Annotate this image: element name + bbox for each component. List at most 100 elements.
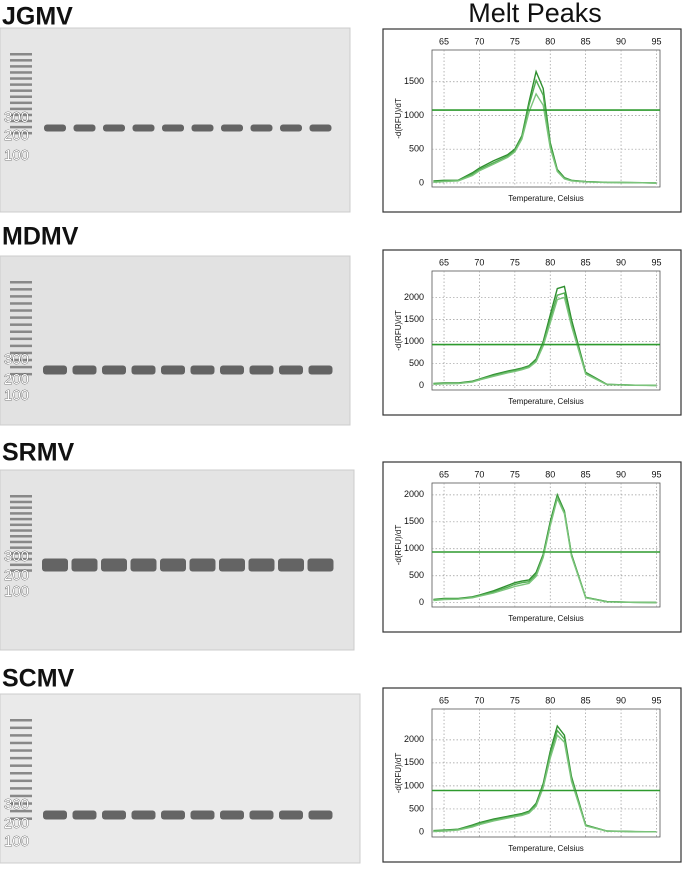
- ladder-label: 200: [4, 371, 29, 388]
- ladder-band: [10, 517, 32, 521]
- x-axis-label: Temperature, Celsius: [508, 194, 584, 203]
- ladder-band: [10, 557, 32, 561]
- ladder-band: [10, 734, 32, 737]
- x-tick-label: 95: [651, 695, 661, 705]
- x-tick-label: 80: [545, 469, 555, 479]
- ladder-band: [10, 358, 32, 362]
- gel-image: [0, 693, 361, 864]
- gel-band: [130, 558, 157, 572]
- x-tick-label: 85: [581, 36, 591, 46]
- ladder-label: 100: [4, 833, 29, 850]
- x-tick-label: 75: [510, 695, 520, 705]
- ladder-band: [10, 309, 32, 312]
- ladder-label: 100: [4, 387, 29, 404]
- plot-area: [431, 708, 661, 838]
- gel-band: [278, 558, 304, 572]
- ladder-band: [10, 569, 32, 572]
- gel-band: [191, 124, 214, 132]
- ladder-band: [10, 77, 32, 80]
- ladder-band: [10, 741, 32, 745]
- x-axis-label: Temperature, Celsius: [508, 397, 584, 406]
- ladder-band: [10, 365, 32, 369]
- ladder-band: [10, 809, 32, 813]
- gel-band: [280, 124, 302, 132]
- ladder-label: 300: [4, 351, 29, 368]
- heading: Melt Peaks: [468, 0, 602, 28]
- ladder-band: [10, 787, 32, 790]
- ladder-label: 200: [4, 567, 29, 584]
- x-tick-label: 80: [545, 695, 555, 705]
- y-tick-label: 500: [409, 803, 424, 813]
- ladder-band: [10, 817, 32, 820]
- ladder-band: [10, 535, 32, 538]
- ladder-band: [10, 131, 32, 135]
- ladder-band: [10, 546, 32, 549]
- ladder-band: [10, 552, 32, 555]
- gel-band: [190, 365, 215, 375]
- ladder-label: 100: [4, 583, 29, 600]
- chart-frame: [382, 687, 682, 863]
- ladder-band: [10, 59, 32, 62]
- gel-band: [220, 365, 244, 375]
- y-tick-label: 1500: [404, 314, 424, 324]
- x-tick-label: 70: [474, 469, 484, 479]
- gel-band: [44, 124, 66, 132]
- gel-band: [162, 124, 184, 132]
- ladder-band: [10, 802, 32, 805]
- gel-band: [279, 365, 303, 375]
- melt-curve: [433, 92, 657, 184]
- ladder-band: [10, 125, 32, 129]
- gel-band: [73, 124, 96, 132]
- gel-title: SCMV: [2, 665, 75, 693]
- x-tick-label: 70: [474, 695, 484, 705]
- ladder-band: [10, 83, 32, 86]
- ladder-band: [10, 719, 32, 722]
- y-tick-label: 500: [409, 144, 424, 154]
- ladder-band: [10, 500, 32, 504]
- ladder-band: [10, 540, 32, 544]
- y-tick-label: 1000: [404, 336, 424, 346]
- gel-band: [250, 124, 273, 132]
- gel-band: [131, 365, 156, 375]
- gel-image: [0, 27, 351, 213]
- gel-band: [220, 810, 244, 820]
- chart-frame: [382, 28, 682, 213]
- ladder-band: [10, 372, 32, 376]
- gel-band: [189, 558, 216, 572]
- ladder-band: [10, 330, 32, 333]
- melt-curve: [433, 733, 657, 833]
- ladder-band: [10, 302, 32, 305]
- x-tick-label: 95: [651, 257, 661, 267]
- y-tick-label: 0: [419, 826, 424, 836]
- gel-band: [307, 558, 334, 572]
- x-tick-label: 90: [616, 695, 626, 705]
- ladder-band: [10, 89, 32, 92]
- gel-band: [308, 365, 333, 375]
- x-tick-label: 80: [545, 36, 555, 46]
- gel-band: [161, 810, 185, 820]
- gel-band: [71, 558, 98, 572]
- ladder-band: [10, 772, 32, 775]
- y-axis-label: -d(RFU)/dT: [394, 98, 403, 139]
- chart-frame: [382, 461, 682, 633]
- x-axis-label: Temperature, Celsius: [508, 844, 584, 853]
- y-axis-label: -d(RFU)/dT: [394, 310, 403, 351]
- gel-title: MDMV: [2, 223, 79, 251]
- y-tick-label: 1500: [404, 516, 424, 526]
- y-tick-label: 1000: [404, 543, 424, 553]
- y-axis-label: -d(RFU)/dT: [394, 525, 403, 566]
- ladder-label: 100: [4, 147, 29, 164]
- x-tick-label: 80: [545, 257, 555, 267]
- gel-band: [161, 365, 185, 375]
- ladder-label: 300: [4, 109, 29, 126]
- ladder-band: [10, 101, 32, 105]
- ladder-band: [10, 779, 32, 783]
- x-tick-label: 65: [439, 36, 449, 46]
- x-tick-label: 90: [616, 257, 626, 267]
- x-axis-label: Temperature, Celsius: [508, 614, 584, 623]
- x-tick-label: 70: [474, 36, 484, 46]
- ladder-band: [10, 529, 32, 532]
- ladder-band: [10, 794, 32, 798]
- ladder-band: [10, 288, 32, 291]
